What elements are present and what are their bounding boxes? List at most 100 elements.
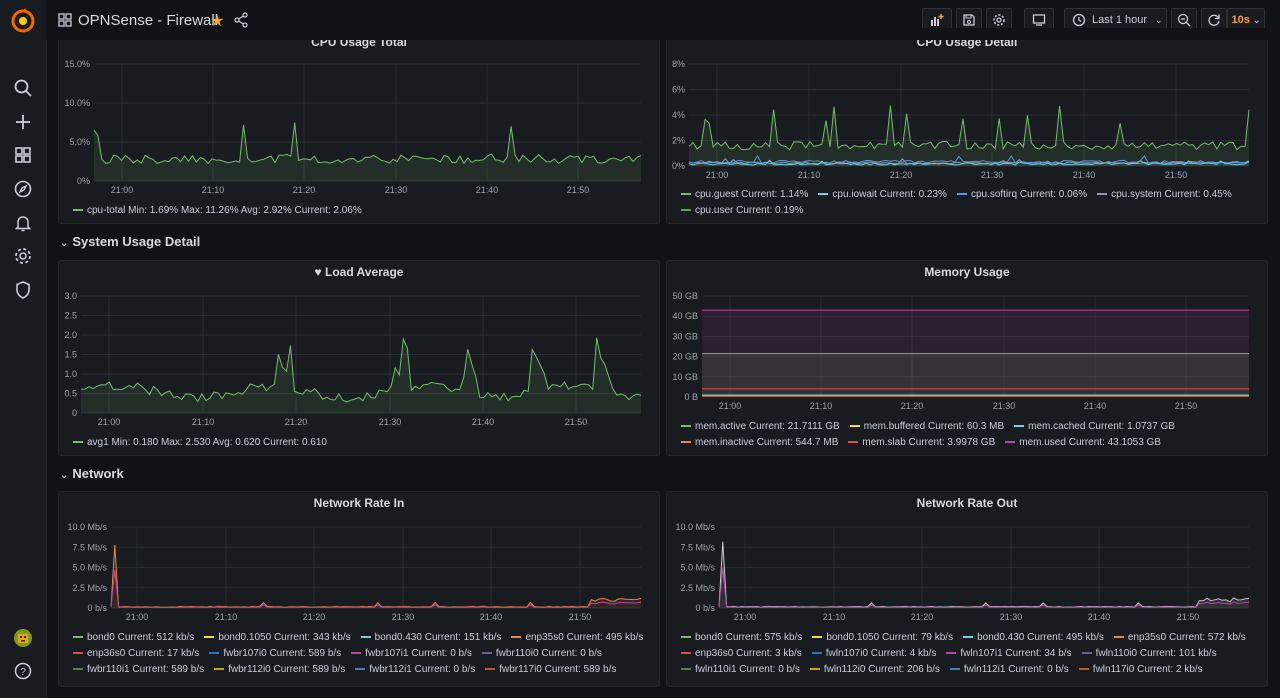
legend-item[interactable]: enp36s0 Current: 3 kb/s — [681, 646, 802, 662]
legend-item[interactable]: fwbr112i0 Current: 589 b/s — [214, 662, 345, 678]
legend-item[interactable]: cpu.iowait Current: 0.23% — [818, 187, 947, 203]
legend-item[interactable]: fwln112i0 Current: 206 b/s — [809, 662, 940, 678]
legend-item[interactable]: bond0 Current: 575 kb/s — [681, 630, 802, 646]
legend: avg1 Min: 0.180 Max: 2.530 Avg: 0.620 Cu… — [73, 435, 337, 451]
shield-icon[interactable] — [13, 280, 33, 300]
x-tick-label: 21:00 — [706, 170, 729, 180]
series-avg1-area — [81, 337, 641, 413]
y-tick-label: 8% — [672, 59, 685, 69]
legend-item[interactable]: fwln110i1 Current: 0 b/s — [681, 662, 800, 678]
legend-item[interactable]: mem.active Current: 21.7111 GB — [681, 419, 840, 435]
search-icon[interactable] — [13, 78, 33, 98]
legend-item[interactable]: fwln112i1 Current: 0 b/s — [949, 662, 1069, 678]
legend-item[interactable]: bond0.1050 Current: 79 kb/s — [812, 630, 953, 646]
legend-item[interactable]: fwln117i0 Current: 2 kb/s — [1078, 662, 1203, 678]
legend-item[interactable]: bond0.1050 Current: 343 kb/s — [204, 630, 351, 646]
legend-name: cpu.softirq — [970, 189, 1020, 200]
legend-item[interactable]: avg1 Min: 0.180 Max: 2.530 Avg: 0.620 Cu… — [73, 435, 327, 451]
legend-stats: Current: 0 b/s — [414, 664, 476, 675]
row-system-usage-detail[interactable]: ⌄ System Usage Detail — [60, 234, 200, 249]
heart-icon: ♥ — [314, 265, 322, 279]
gear-icon[interactable] — [13, 246, 33, 266]
legend-item[interactable]: mem.inactive Current: 544.7 MB — [681, 435, 838, 451]
legend-item[interactable]: fwbr110i1 Current: 589 b/s — [73, 662, 204, 678]
x-tick-label: 21:30 — [981, 170, 1004, 180]
legend-stats: Current: 206 b/s — [868, 664, 940, 675]
y-tick-label: 0 b/s — [695, 603, 715, 613]
plus-icon[interactable] — [13, 112, 33, 132]
x-tick-label: 21:30 — [392, 612, 415, 622]
legend-item[interactable]: fwbr110i0 Current: 0 b/s — [481, 646, 602, 662]
time-range-label: Last 1 hour — [1092, 14, 1148, 26]
legend-item[interactable]: fwbr117i0 Current: 589 b/s — [485, 662, 616, 678]
panel-network-rate-in[interactable]: Network Rate In 10.0 Mb/s 7.5 Mb/s 5.0 Mb/… — [58, 491, 660, 687]
alert-bell-icon[interactable] — [13, 213, 33, 233]
legend-stats: Current: 17 kb/s — [128, 648, 200, 659]
series-bond0 — [718, 541, 1250, 608]
legend-item[interactable]: fwln107i0 Current: 4 kb/s — [811, 646, 936, 662]
legend-item[interactable]: bond0 Current: 512 kb/s — [73, 630, 194, 646]
legend-item[interactable]: mem.used Current: 43.1053 GB — [1005, 435, 1161, 451]
series-avg1 — [80, 337, 642, 403]
legend-swatch — [812, 636, 823, 639]
legend-item[interactable]: bond0.430 Current: 151 kb/s — [360, 630, 501, 646]
legend-stats: Current: 512 kb/s — [117, 632, 195, 643]
panel-cpu-usage-total[interactable]: CPU Usage Total 15.0% 10.0% 5.0% 0% 21:00 21:… — [58, 28, 660, 224]
panel-load-average[interactable]: ♥ Load Average 3.0 2.5 2.0 1.5 1.0 0.5 0 21:00 2… — [58, 260, 660, 456]
legend-item[interactable]: cpu.system Current: 0.45% — [1097, 187, 1232, 203]
legend-item[interactable]: cpu.softirq Current: 0.06% — [956, 187, 1087, 203]
legend-stats: Current: 3.9978 GB — [908, 437, 996, 448]
legend-swatch — [681, 441, 691, 444]
dashboards-icon[interactable] — [13, 145, 33, 165]
legend-stats: Current: 343 kb/s — [273, 632, 351, 643]
legend-item[interactable]: cpu.guest Current: 1.14% — [681, 187, 808, 203]
legend-item[interactable]: enp36s0 Current: 17 kb/s — [73, 646, 199, 662]
legend-item[interactable]: mem.buffered Current: 60.3 MB — [849, 419, 1005, 435]
legend-stats: Current: 60.3 MB — [928, 421, 1005, 432]
row-network[interactable]: ⌄ Network — [60, 466, 124, 481]
series-cpu-softirq — [688, 155, 1250, 164]
legend-swatch — [1078, 668, 1089, 671]
legend-item[interactable]: enp35s0 Current: 495 kb/s — [511, 630, 643, 646]
clock-icon — [1072, 13, 1086, 27]
chart-load-average: 3.0 2.5 2.0 1.5 1.0 0.5 0 21:00 21:10 21:20 21:30 2… — [64, 291, 642, 427]
y-tick-label: 7.5 Mb/s — [72, 542, 107, 552]
panel-network-rate-out[interactable]: Network Rate Out 10.0 Mb/s 7.5 Mb/s 5.0 Mb… — [666, 491, 1268, 687]
legend-stats: Min: 1.69% Max: 11.26% Avg: 2.92% Curren… — [128, 205, 362, 216]
legend-swatch — [511, 636, 522, 639]
legend-item[interactable]: fwln107i1 Current: 34 b/s — [946, 646, 1072, 662]
legend-item[interactable]: cpu.user Current: 0.19% — [681, 203, 803, 219]
legend-item[interactable]: cpu-total Min: 1.69% Max: 11.26% Avg: 2.… — [73, 203, 362, 219]
legend-item[interactable]: mem.slab Current: 3.9978 GB — [848, 435, 995, 451]
legend-item[interactable]: enp35s0 Current: 572 kb/s — [1113, 630, 1246, 646]
legend-item[interactable]: fwbr107i0 Current: 589 b/s — [209, 646, 341, 662]
legend-item[interactable]: fwbr107i1 Current: 0 b/s — [351, 646, 472, 662]
y-tick-label: 3.0 — [64, 291, 77, 301]
legend-swatch — [681, 668, 691, 671]
legend-swatch — [946, 652, 957, 655]
star-icon[interactable]: ★ — [210, 13, 225, 30]
grafana-logo-icon[interactable] — [10, 8, 36, 34]
legend-name: bond0.1050 — [826, 632, 882, 643]
y-tick-label: 10.0 Mb/s — [67, 522, 107, 532]
legend-name: fwbr110i0 — [495, 648, 542, 659]
legend-item[interactable]: bond0.430 Current: 495 kb/s — [963, 630, 1104, 646]
avatar-icon[interactable] — [13, 628, 33, 648]
legend-swatch — [681, 193, 691, 196]
y-tick-label: 20 GB — [672, 352, 698, 362]
dashboard-grid-icon[interactable] — [58, 13, 72, 27]
legend-stats: Current: 589 b/s — [132, 664, 205, 675]
legend-item[interactable]: fwbr112i1 Current: 0 b/s — [355, 662, 475, 678]
legend-name: cpu.user — [695, 205, 737, 216]
explore-icon[interactable] — [13, 179, 33, 199]
legend-item[interactable]: fwln110i0 Current: 101 kb/s — [1081, 646, 1217, 662]
panel-memory-usage[interactable]: Memory Usage 50 GB 40 GB 30 GB 20 GB 10 GB 0 … — [666, 260, 1268, 456]
legend-name: mem.slab — [862, 437, 909, 448]
panel-cpu-usage-detail[interactable]: CPU Usage Detail 8% 6% 4% 2% 0% 21:00 21:10 21:… — [666, 28, 1268, 224]
legend-name: fwln107i0 — [825, 648, 871, 659]
share-icon[interactable] — [234, 12, 248, 28]
dashboard-title[interactable]: OPNSense - Firewall — [78, 12, 219, 29]
legend-item[interactable]: mem.cached Current: 1.0737 GB — [1014, 419, 1175, 435]
help-icon[interactable]: ? — [13, 661, 33, 681]
row-title: Network — [72, 466, 124, 481]
